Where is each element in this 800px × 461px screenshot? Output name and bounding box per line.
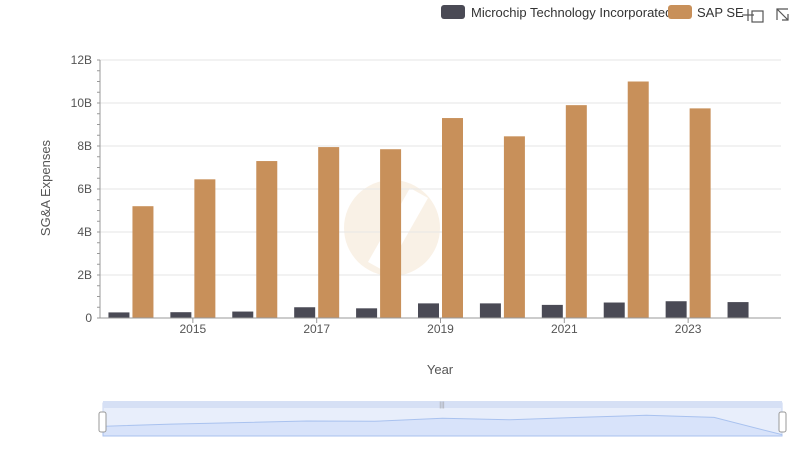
y-tick-label: 0 xyxy=(85,311,92,325)
x-tick-label: 2019 xyxy=(427,322,454,336)
bar-sap-2021[interactable] xyxy=(565,105,587,319)
bar-microchip-2015[interactable] xyxy=(170,312,192,318)
y-tick-label: 12B xyxy=(71,53,92,67)
navigator-top-bar[interactable] xyxy=(103,401,782,408)
bar-sap-2018[interactable] xyxy=(380,149,402,318)
navigator-grip-icon[interactable]: ||| xyxy=(439,402,445,409)
x-tick-label: 2015 xyxy=(180,322,207,336)
y-tick-label: 6B xyxy=(77,182,92,196)
y-tick-label: 2B xyxy=(77,268,92,282)
bar-microchip-2021[interactable] xyxy=(541,304,563,318)
bar-sap-2014[interactable] xyxy=(132,206,154,318)
bar-microchip-2024[interactable] xyxy=(727,302,749,318)
legend-item-sap[interactable]: SAP SE xyxy=(668,5,744,20)
navigator-series xyxy=(102,414,783,437)
y-tick-label: 8B xyxy=(77,139,92,153)
bar-microchip-2023[interactable] xyxy=(665,301,687,318)
bar-sap-2016[interactable] xyxy=(256,161,278,318)
reset-zoom-icon[interactable] xyxy=(776,8,789,21)
y-tick-label: 4B xyxy=(77,225,92,239)
x-tick-label: 2023 xyxy=(675,322,702,336)
x-tick-label: 2021 xyxy=(551,322,578,336)
navigator[interactable]: ||| xyxy=(98,401,787,437)
x-axis: 2015 2017 2019 2021 2023 xyxy=(100,317,781,336)
x-axis-title: Year xyxy=(427,362,454,377)
zoom-icon[interactable] xyxy=(742,9,764,23)
bar-microchip-2018[interactable] xyxy=(356,308,378,318)
y-tick-label: 10B xyxy=(71,96,92,110)
bar-microchip-2019[interactable] xyxy=(418,303,439,318)
legend-swatch-microchip xyxy=(441,5,465,19)
bar-sap-2020[interactable] xyxy=(503,136,525,318)
y-axis: 0 2B 4B 6B 8B 10B 12B xyxy=(71,53,101,325)
navigator-handle-left[interactable] xyxy=(98,411,107,433)
bar-sap-2017[interactable] xyxy=(318,147,340,318)
bar-sap-2019[interactable] xyxy=(442,118,463,318)
x-tick-label: 2017 xyxy=(303,322,330,336)
legend: Microchip Technology Incorporated SAP SE xyxy=(441,5,744,20)
bar-microchip-2016[interactable] xyxy=(232,311,254,318)
legend-swatch-sap xyxy=(668,5,692,19)
legend-label-microchip: Microchip Technology Incorporated xyxy=(471,5,672,20)
bars xyxy=(108,81,749,319)
bar-microchip-2020[interactable] xyxy=(479,303,501,318)
y-axis-title: SG&A Expenses xyxy=(38,139,53,236)
legend-item-microchip[interactable]: Microchip Technology Incorporated xyxy=(441,5,672,20)
navigator-handle-right[interactable] xyxy=(778,411,787,433)
bar-microchip-2022[interactable] xyxy=(603,302,625,318)
bar-sap-2023[interactable] xyxy=(689,108,711,318)
bar-sap-2022[interactable] xyxy=(627,81,649,319)
legend-label-sap: SAP SE xyxy=(697,5,744,20)
bar-sap-2015[interactable] xyxy=(194,179,216,318)
bar-microchip-2014[interactable] xyxy=(108,312,130,318)
bar-microchip-2017[interactable] xyxy=(294,307,316,318)
